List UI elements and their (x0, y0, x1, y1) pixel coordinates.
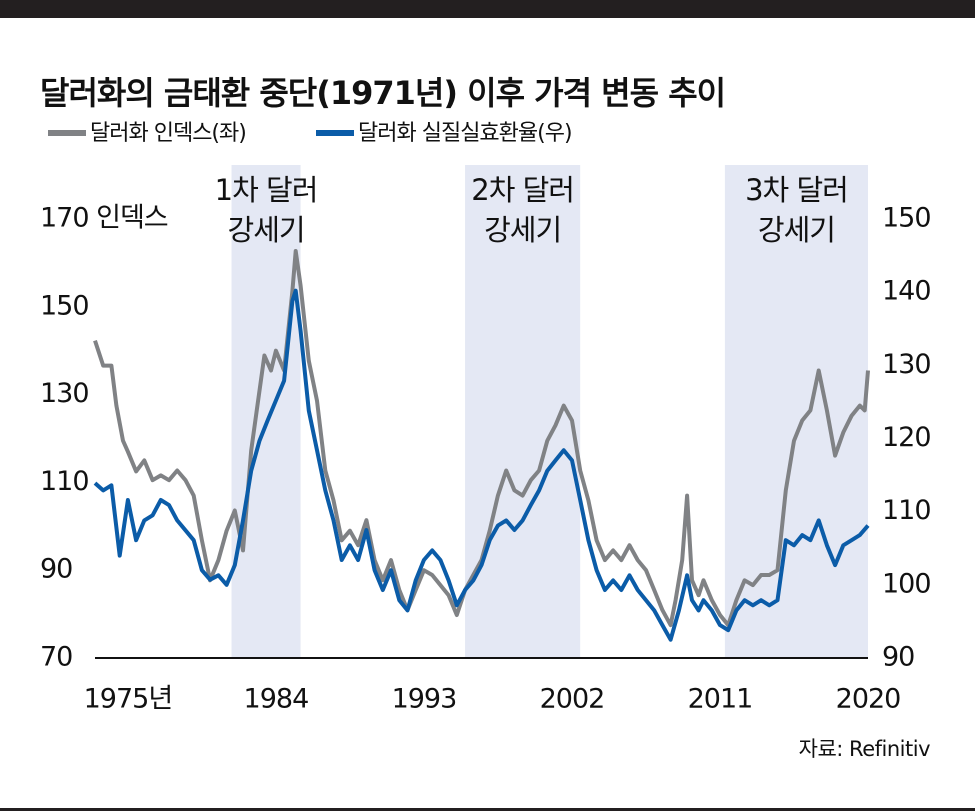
period-label: 강세기 (484, 213, 561, 247)
period-label: 3차 달러 (745, 173, 848, 207)
y2-tick-label: 120 (882, 422, 931, 453)
y-tick-label: 130 (40, 378, 89, 409)
y2-tick-label: 90 (882, 642, 914, 673)
top-bar (0, 0, 975, 18)
x-tick-label: 2020 (836, 684, 901, 715)
series-line (93, 288, 870, 642)
source: 자료: Refinitiv (799, 737, 930, 761)
y-tick-label: 150 (40, 290, 89, 321)
bottom-bar (0, 808, 975, 811)
y2-tick-label: 100 (882, 568, 931, 599)
y2-tick-label: 140 (882, 276, 931, 307)
period-band (231, 165, 301, 658)
period-label: 강세기 (228, 213, 305, 247)
y2-tick-label: 110 (882, 495, 931, 526)
period-label: 2차 달러 (471, 173, 574, 207)
period-label: 강세기 (758, 213, 835, 247)
y2-tick-label: 150 (882, 203, 931, 234)
x-tick-label: 1993 (392, 684, 457, 715)
chart-title: 달러화의 금태환 중단(1971년) 이후 가격 변동 추이 (40, 74, 725, 112)
y-tick-label: 170 인덱스 (40, 203, 168, 234)
period-label: 1차 달러 (215, 173, 318, 207)
y-tick-label: 90 (40, 554, 72, 585)
y-tick-label: 70 (40, 642, 72, 673)
period-band (724, 165, 868, 658)
legend-label: 달러화 실질실효환율(우) (358, 121, 572, 146)
x-tick-label: 2011 (688, 684, 753, 715)
x-tick-label: 1975년 (84, 684, 173, 715)
y2-tick-label: 130 (882, 349, 931, 380)
x-tick-label: 1984 (244, 684, 309, 715)
y-tick-label: 110 (40, 466, 89, 497)
x-tick-label: 2002 (540, 684, 605, 715)
legend-label: 달러화 인덱스(좌) (90, 121, 246, 146)
